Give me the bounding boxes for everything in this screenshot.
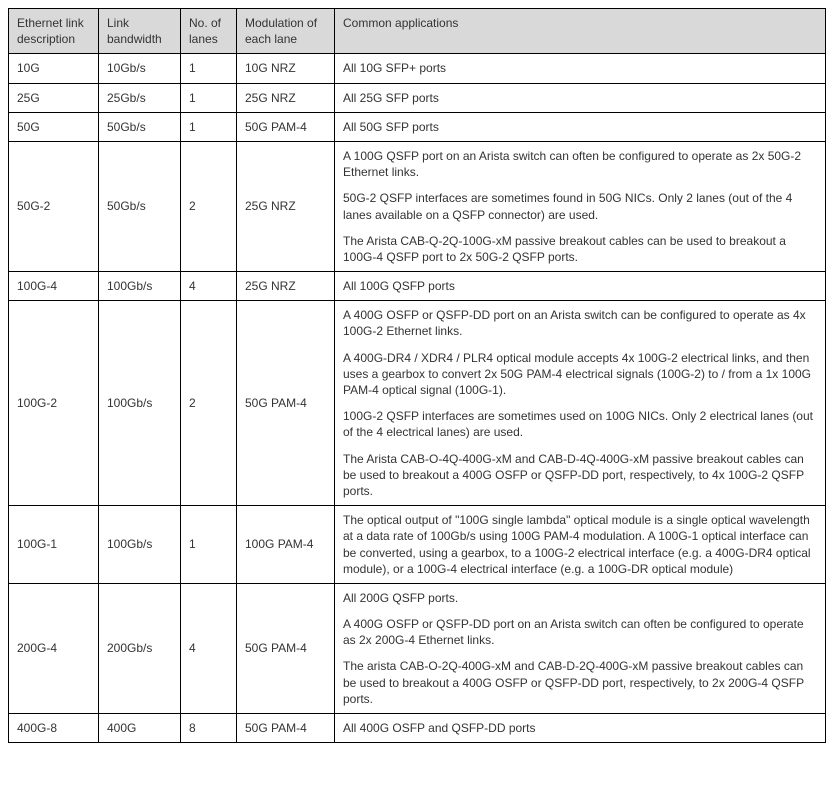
cell-bw: 50Gb/s (99, 141, 181, 271)
cell-app: A 400G OSFP or QSFP-DD port on an Arista… (335, 301, 826, 506)
app-paragraph: The Arista CAB-Q-2Q-100G-xM passive brea… (343, 233, 817, 265)
cell-lanes: 1 (181, 54, 237, 83)
cell-mod: 50G PAM-4 (237, 112, 335, 141)
table-row: 50G50Gb/s150G PAM-4All 50G SFP ports (9, 112, 826, 141)
cell-app: The optical output of "100G single lambd… (335, 506, 826, 584)
cell-mod: 25G NRZ (237, 272, 335, 301)
app-paragraph: 50G-2 QSFP interfaces are sometimes foun… (343, 190, 817, 222)
table-row: 200G-4200Gb/s450G PAM-4All 200G QSFP por… (9, 583, 826, 713)
cell-mod: 10G NRZ (237, 54, 335, 83)
cell-desc: 10G (9, 54, 99, 83)
col-header-bw: Link bandwidth (99, 9, 181, 54)
cell-desc: 100G-1 (9, 506, 99, 584)
cell-app: All 200G QSFP ports. A 400G OSFP or QSFP-… (335, 583, 826, 713)
cell-desc: 400G-8 (9, 714, 99, 743)
cell-desc: 200G-4 (9, 583, 99, 713)
ethernet-table: Ethernet link description Link bandwidth… (8, 8, 826, 743)
cell-bw: 50Gb/s (99, 112, 181, 141)
cell-lanes: 1 (181, 506, 237, 584)
cell-lanes: 2 (181, 301, 237, 506)
app-paragraph: A 400G-DR4 / XDR4 / PLR4 optical module … (343, 350, 817, 399)
app-paragraph: A 400G OSFP or QSFP-DD port on an Arista… (343, 307, 817, 339)
app-paragraph: A 100G QSFP port on an Arista switch can… (343, 148, 817, 180)
col-header-lanes: No. of lanes (181, 9, 237, 54)
cell-desc: 50G-2 (9, 141, 99, 271)
cell-bw: 200Gb/s (99, 583, 181, 713)
cell-desc: 100G-4 (9, 272, 99, 301)
cell-lanes: 1 (181, 112, 237, 141)
col-header-desc: Ethernet link description (9, 9, 99, 54)
cell-bw: 25Gb/s (99, 83, 181, 112)
table-row: 400G-8400G850G PAM-4All 400G OSFP and QS… (9, 714, 826, 743)
cell-bw: 100Gb/s (99, 272, 181, 301)
cell-mod: 100G PAM-4 (237, 506, 335, 584)
cell-mod: 50G PAM-4 (237, 714, 335, 743)
table-row: 100G-1100Gb/s1100G PAM-4The optical outp… (9, 506, 826, 584)
cell-lanes: 8 (181, 714, 237, 743)
cell-mod: 50G PAM-4 (237, 301, 335, 506)
cell-lanes: 4 (181, 272, 237, 301)
cell-bw: 10Gb/s (99, 54, 181, 83)
table-row: 25G25Gb/s125G NRZAll 25G SFP ports (9, 83, 826, 112)
cell-bw: 100Gb/s (99, 506, 181, 584)
col-header-mod: Modulation of each lane (237, 9, 335, 54)
cell-desc: 25G (9, 83, 99, 112)
app-paragraph: 100G-2 QSFP interfaces are sometimes use… (343, 408, 817, 440)
table-row: 100G-2100Gb/s250G PAM-4A 400G OSFP or QS… (9, 301, 826, 506)
cell-app: All 10G SFP+ ports (335, 54, 826, 83)
app-paragraph: The Arista CAB-O-4Q-400G-xM and CAB-D-4Q… (343, 451, 817, 500)
app-paragraph: A 400G OSFP or QSFP-DD port on an Arista… (343, 616, 817, 648)
cell-mod: 25G NRZ (237, 141, 335, 271)
col-header-app: Common applications (335, 9, 826, 54)
table-header-row: Ethernet link description Link bandwidth… (9, 9, 826, 54)
cell-lanes: 4 (181, 583, 237, 713)
cell-mod: 50G PAM-4 (237, 583, 335, 713)
app-paragraph: The arista CAB-O-2Q-400G-xM and CAB-D-2Q… (343, 658, 817, 707)
cell-lanes: 2 (181, 141, 237, 271)
cell-bw: 400G (99, 714, 181, 743)
cell-app: All 25G SFP ports (335, 83, 826, 112)
app-paragraph: All 200G QSFP ports. (343, 590, 817, 606)
table-row: 100G-4100Gb/s425G NRZAll 100G QSFP ports (9, 272, 826, 301)
table-row: 10G10Gb/s110G NRZAll 10G SFP+ ports (9, 54, 826, 83)
cell-desc: 100G-2 (9, 301, 99, 506)
cell-lanes: 1 (181, 83, 237, 112)
table-body: 10G10Gb/s110G NRZAll 10G SFP+ ports25G25… (9, 54, 826, 743)
cell-app: A 100G QSFP port on an Arista switch can… (335, 141, 826, 271)
cell-app: All 100G QSFP ports (335, 272, 826, 301)
cell-mod: 25G NRZ (237, 83, 335, 112)
cell-desc: 50G (9, 112, 99, 141)
cell-app: All 50G SFP ports (335, 112, 826, 141)
table-row: 50G-250Gb/s225G NRZA 100G QSFP port on a… (9, 141, 826, 271)
cell-bw: 100Gb/s (99, 301, 181, 506)
cell-app: All 400G OSFP and QSFP-DD ports (335, 714, 826, 743)
